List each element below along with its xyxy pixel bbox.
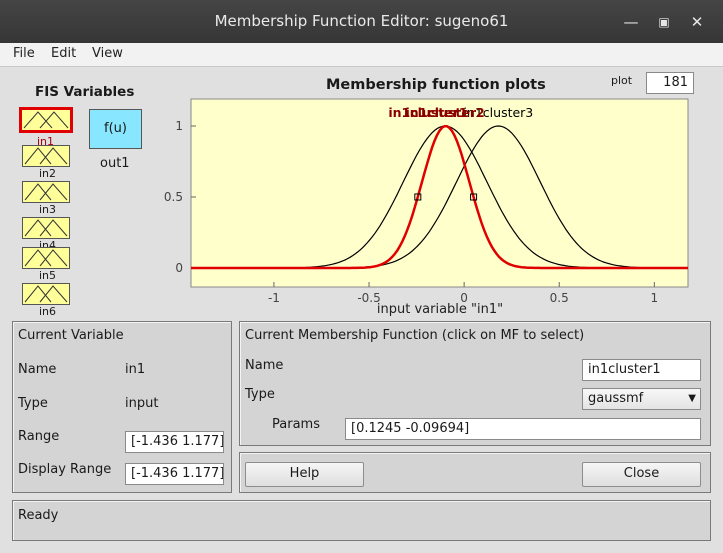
x-tick-label: 0.5 bbox=[550, 291, 569, 305]
status-panel bbox=[12, 500, 711, 541]
current-mf-heading: Current Membership Function (click on MF… bbox=[245, 328, 585, 343]
menu-view[interactable]: View bbox=[92, 46, 123, 61]
mf-icon bbox=[24, 219, 68, 237]
display-range-label: Display Range bbox=[18, 462, 112, 477]
minimize-icon[interactable]: — bbox=[623, 13, 639, 31]
range-label: Range bbox=[18, 429, 60, 444]
mf-handle[interactable] bbox=[470, 193, 478, 201]
plot-points-label: plot bbox=[611, 74, 633, 87]
input-var-label: in3 bbox=[39, 203, 57, 216]
x-tick-label: -0.5 bbox=[357, 291, 380, 305]
input-var-in6[interactable] bbox=[22, 283, 70, 305]
menu-file[interactable]: File bbox=[13, 46, 35, 61]
mf-icon bbox=[24, 183, 68, 201]
y-tick-label: 0 bbox=[175, 261, 183, 275]
close-icon[interactable]: ✕ bbox=[690, 13, 704, 31]
menu-bar bbox=[0, 43, 723, 67]
y-tick-label: 1 bbox=[175, 119, 183, 133]
mf-type-value: gaussmf bbox=[588, 391, 644, 406]
mf-label-in1cluster3: in1cluster3 bbox=[463, 105, 533, 120]
menu-edit[interactable]: Edit bbox=[51, 46, 77, 61]
x-tick-label: -1 bbox=[268, 291, 280, 305]
x-tick-label: 1 bbox=[651, 291, 659, 305]
mf-type-select[interactable]: gaussmf ▼ bbox=[582, 388, 701, 410]
input-var-label: in1 bbox=[37, 135, 55, 148]
mf-icon bbox=[24, 147, 68, 165]
input-var-in2[interactable] bbox=[22, 145, 70, 167]
output-var-label: out1 bbox=[100, 156, 130, 171]
chevron-down-icon: ▼ bbox=[688, 393, 696, 404]
x-axis-label: input variable "in1" bbox=[377, 302, 503, 317]
input-var-label: in2 bbox=[39, 167, 57, 180]
status-text: Ready bbox=[18, 508, 59, 523]
display-range-input[interactable]: [-1.436 1.177] bbox=[125, 463, 224, 485]
mf-icon bbox=[24, 249, 68, 267]
mf-curve-in1cluster1[interactable] bbox=[191, 124, 688, 270]
x-tick-label: 0 bbox=[460, 291, 468, 305]
mf-plot[interactable]: -1 -0.5 0 0.5 100.51 in1cluster3in1cluster2i… bbox=[0, 0, 723, 320]
y-tick-label: 0.5 bbox=[164, 190, 183, 204]
mf-icon bbox=[23, 111, 69, 129]
variable-name-value: in1 bbox=[125, 362, 146, 377]
help-button[interactable]: Help bbox=[245, 462, 364, 487]
current-variable-heading: Current Variable bbox=[18, 328, 124, 343]
range-input[interactable]: [-1.436 1.177] bbox=[125, 431, 224, 453]
input-var-label: in6 bbox=[39, 305, 57, 317]
close-button[interactable]: Close bbox=[582, 462, 701, 487]
input-var-in1[interactable] bbox=[19, 107, 73, 133]
mf-handle[interactable] bbox=[414, 193, 422, 201]
mf-name-label: Name bbox=[245, 358, 284, 373]
variable-type-label: Type bbox=[18, 396, 48, 411]
mf-name-input[interactable]: in1cluster1 bbox=[582, 359, 701, 381]
plot-title: Membership function plots bbox=[326, 77, 546, 93]
mf-params-label: Params bbox=[272, 417, 320, 432]
input-var-in4[interactable] bbox=[22, 217, 70, 239]
mf-icon bbox=[24, 285, 68, 303]
input-var-in3[interactable] bbox=[22, 181, 70, 203]
window-title: Membership Function Editor: sugeno61 bbox=[214, 12, 509, 30]
mf-type-label: Type bbox=[245, 387, 275, 402]
input-var-in5[interactable] bbox=[22, 247, 70, 269]
input-var-label: in5 bbox=[39, 269, 57, 282]
fis-inputs-column: in1 in2 in3 in4 in5 in6 bbox=[19, 107, 79, 317]
plot-points-input[interactable]: 181 bbox=[646, 72, 694, 94]
variable-type-value: input bbox=[125, 396, 159, 411]
variable-name-label: Name bbox=[18, 362, 57, 377]
mf-params-input[interactable]: [0.1245 -0.09694] bbox=[345, 418, 701, 440]
mf-label-in1cluster2: in1cluster2 bbox=[405, 105, 484, 120]
output-symbol: f(u) bbox=[104, 121, 127, 136]
mf-label-in1cluster1: in1cluster1 bbox=[388, 105, 467, 120]
fis-variables-heading: FIS Variables bbox=[35, 84, 135, 100]
maximize-icon[interactable]: ▣ bbox=[658, 15, 670, 29]
output-var-out1[interactable]: f(u) bbox=[89, 109, 142, 149]
